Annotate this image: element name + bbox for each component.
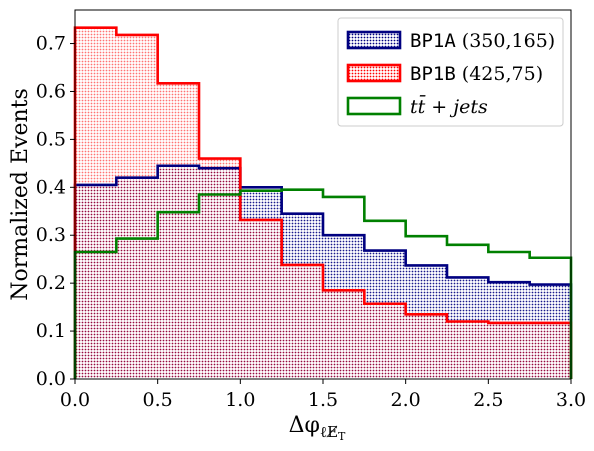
bar-bp1b-1 [116, 34, 158, 379]
legend-swatch-bp1a [346, 30, 402, 50]
legend-mass-bp1a: (350,165) [456, 30, 555, 52]
x-tick-label: 1.5 [308, 389, 338, 411]
y-tick-label: 0.3 [36, 224, 66, 246]
x-axis-ticks: 0.0 0.5 1.0 1.5 2.0 2.5 3.0 [60, 379, 586, 411]
plot-lines [73, 26, 573, 379]
line-bp1b [73, 26, 573, 379]
y-tick-label: 0.4 [36, 176, 66, 198]
y-tick-label: 0.1 [36, 320, 66, 342]
y-tick-label: 0.5 [36, 128, 66, 150]
x-tick-label: 0.5 [143, 389, 173, 411]
y-tick-label: 0.6 [36, 80, 66, 102]
legend-label-ttbar: tt̄ + jets [410, 94, 488, 118]
bar-bp1b-0 [75, 27, 117, 379]
bar-bp1b-7 [364, 303, 406, 379]
x-axis-label: ΔφℓE̸T [289, 413, 346, 443]
bar-bp1b-5 [281, 264, 323, 379]
y-tick-label: 0.2 [36, 272, 66, 294]
x-tick-label: 0.0 [60, 389, 90, 411]
bar-bp1b-11 [529, 322, 571, 379]
bar-bp1b-6 [323, 290, 365, 379]
line-bp1a [73, 164, 573, 379]
legend-swatch-ttbar [346, 96, 402, 116]
x-tick-label: 2.5 [473, 389, 503, 411]
x-tick-label: 1.0 [225, 389, 255, 411]
x-axis-label-subsub: T [338, 430, 346, 443]
legend-code-bp1a: BP1A [410, 30, 456, 52]
x-tick-label: 2.0 [391, 389, 421, 411]
legend-swatch-bp1b [346, 63, 402, 83]
legend-code-bp1b: BP1B [410, 63, 456, 85]
legend-math-ttbar: tt̄ + jets [410, 94, 488, 118]
bar-bp1b-9 [447, 321, 489, 379]
bar-bp1b-2 [157, 83, 199, 380]
y-tick-label: 0.7 [36, 33, 66, 55]
y-axis-ticks: 0.0 0.1 0.2 0.3 0.4 0.5 0.6 0.7 [36, 33, 75, 390]
x-axis-label-main: Δφ [289, 413, 320, 438]
bar-bp1b-8 [405, 314, 447, 379]
legend-label-bp1a: BP1A (350,165) [410, 30, 555, 52]
legend-mass-bp1b: (425,75) [456, 63, 543, 85]
y-axis-label: Normalized Events [8, 88, 33, 301]
x-axis-label-sub: ℓE̸ [320, 423, 338, 441]
x-tick-label: 3.0 [556, 389, 586, 411]
bar-bp1b-10 [488, 322, 530, 379]
bar-bp1b-3 [199, 158, 241, 379]
bar-bp1b-4 [240, 219, 282, 379]
plot-fills [75, 27, 571, 380]
legend-label-bp1b: BP1B (425,75) [410, 63, 543, 85]
y-tick-label: 0.0 [36, 368, 66, 390]
line-ttbar [73, 188, 573, 379]
legend: BP1A (350,165)BP1B (425,75)tt̄ + jets [337, 17, 564, 127]
